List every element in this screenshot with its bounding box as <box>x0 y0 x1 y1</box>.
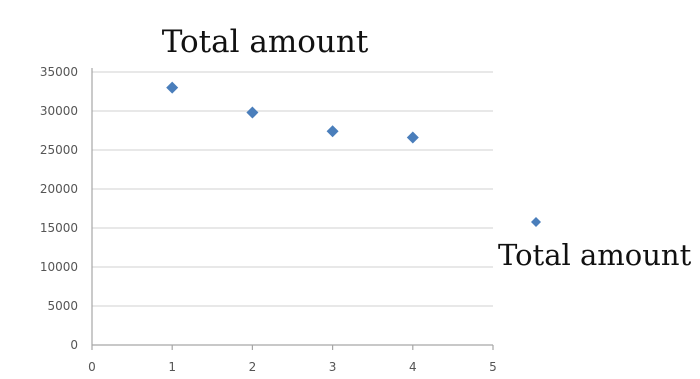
y-tick-label: 15000 <box>40 221 78 235</box>
x-axis-ticks: 0 1 2 3 4 5 <box>88 345 497 374</box>
y-tick-label: 20000 <box>40 182 78 196</box>
x-tick-label: 5 <box>489 360 497 374</box>
x-tick-label: 0 <box>88 360 96 374</box>
x-tick-label: 4 <box>409 360 417 374</box>
y-tick-label: 0 <box>70 338 78 352</box>
data-point <box>166 81 179 94</box>
legend: Total amount <box>498 217 692 272</box>
data-point <box>406 131 419 144</box>
y-tick-label: 10000 <box>40 260 78 274</box>
y-tick-label: 30000 <box>40 104 78 118</box>
legend-marker-icon <box>531 217 541 227</box>
data-points <box>166 81 419 144</box>
data-point <box>326 125 339 138</box>
chart-title: Total amount <box>162 24 369 60</box>
x-tick-label: 1 <box>168 360 176 374</box>
y-axis-ticks: 0 5000 10000 15000 20000 25000 30000 35000 <box>40 65 78 352</box>
gridlines <box>92 71 493 307</box>
y-tick-label: 35000 <box>40 65 78 79</box>
legend-label: Total amount <box>498 238 692 272</box>
data-point <box>246 106 259 119</box>
axes <box>91 68 493 346</box>
y-tick-label: 5000 <box>47 299 78 313</box>
x-tick-label: 2 <box>249 360 257 374</box>
y-tick-label: 25000 <box>40 143 78 157</box>
x-tick-label: 3 <box>329 360 337 374</box>
